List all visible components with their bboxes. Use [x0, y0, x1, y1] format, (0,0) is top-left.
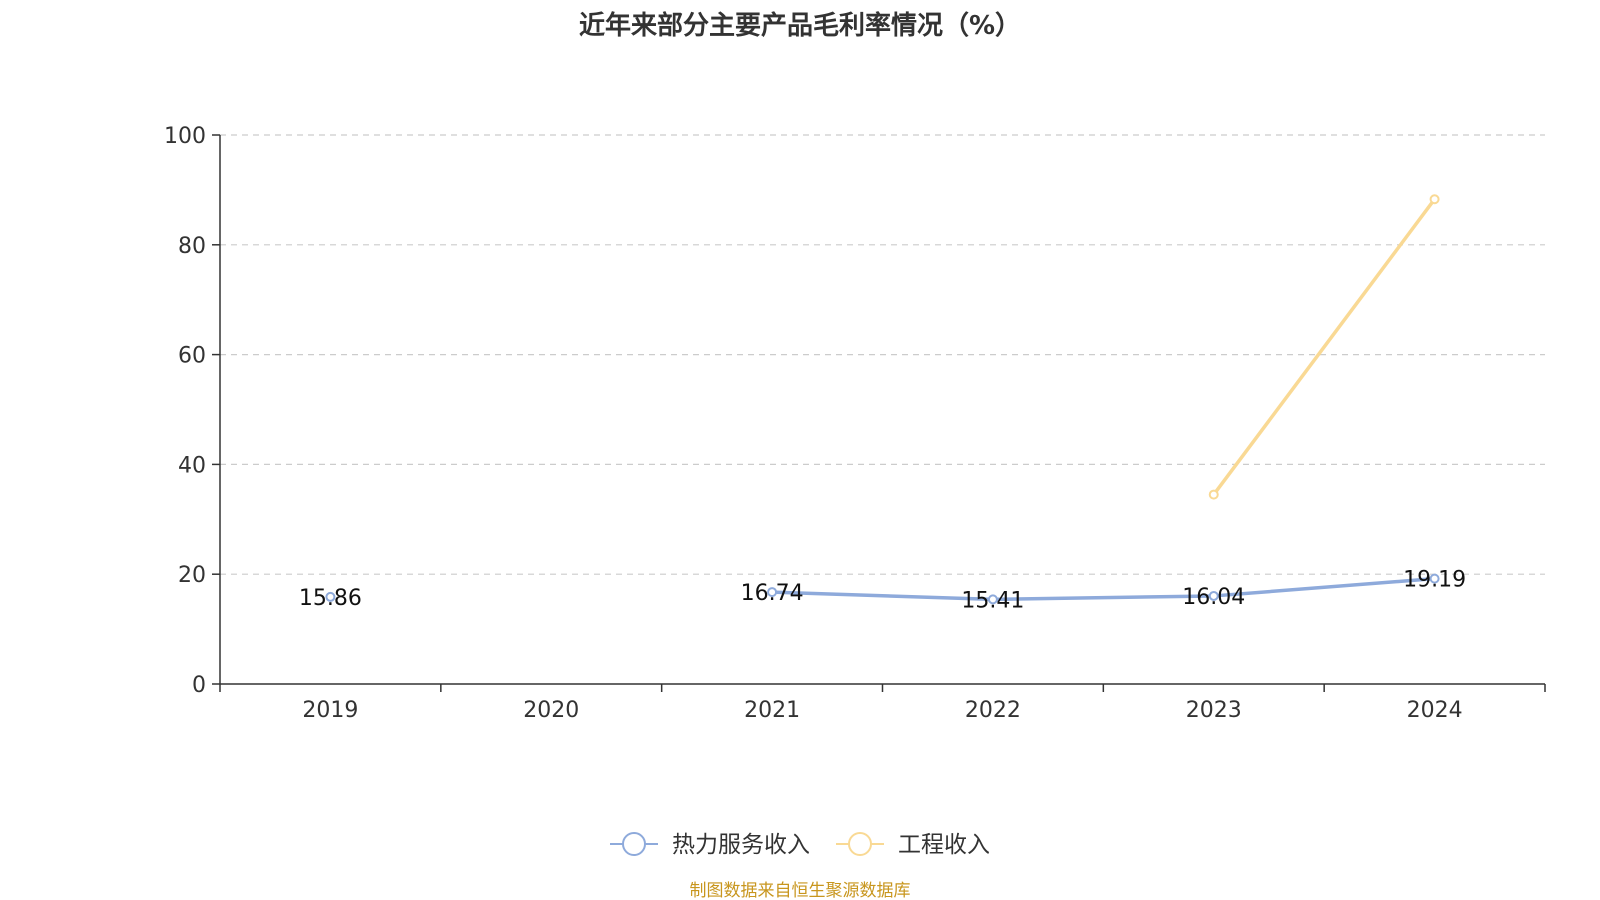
legend-marker-0: [622, 832, 646, 856]
y-tick-label-100: 100: [164, 124, 206, 149]
data-point-0-2019: [325, 591, 336, 602]
legend-label-0: 热力服务收入: [672, 832, 810, 858]
axes: 0 20 40 60 80 100 2019 2020 2021 2022 2023 2024: [164, 124, 1546, 723]
data-point-0-2022: [987, 594, 998, 605]
data-label-0-2023: 16.04: [1182, 585, 1245, 610]
source-note: 制图数据来自恒生聚源数据库: [690, 881, 911, 900]
x-tick-label-2022: 2022: [965, 698, 1021, 723]
data-label-0-2021: 16.74: [741, 581, 804, 606]
x-tick-label-2021: 2021: [744, 698, 800, 723]
data-labels: 15.86 16.74 15.41 16.04 19.19: [299, 568, 1466, 614]
grid-lines: [220, 134, 1545, 575]
y-tick-label-60: 60: [178, 344, 206, 369]
data-point-1-2023: [1208, 489, 1219, 500]
data-point-0-2023: [1208, 590, 1219, 601]
chart-title: 近年来部分主要产品毛利率情况（%）: [579, 10, 1021, 41]
data-point-0-2021: [767, 587, 778, 598]
series-layer: [325, 194, 1440, 605]
x-tick-label-2024: 2024: [1407, 698, 1463, 723]
series-line-0: [770, 576, 1437, 602]
x-tick-label-2020: 2020: [523, 698, 579, 723]
y-tick-label-0: 0: [192, 673, 206, 698]
y-tick-label-40: 40: [178, 453, 206, 478]
legend-label-1: 工程收入: [898, 832, 990, 858]
data-point-0-2024: [1429, 573, 1440, 584]
x-tick-label-2023: 2023: [1186, 698, 1242, 723]
data-point-1-2024: [1429, 194, 1440, 205]
data-label-0-2022: 15.41: [961, 588, 1024, 613]
y-tick-label-20: 20: [178, 563, 206, 588]
legend: 热力服务收入 工程收入: [610, 832, 990, 858]
legend-marker-1: [848, 832, 872, 856]
y-tick-label-80: 80: [178, 234, 206, 259]
series-line-1: [1212, 197, 1437, 497]
data-label-0-2019: 15.86: [299, 586, 362, 611]
data-label-0-2024: 19.19: [1403, 568, 1466, 593]
x-tick-label-2019: 2019: [302, 698, 358, 723]
